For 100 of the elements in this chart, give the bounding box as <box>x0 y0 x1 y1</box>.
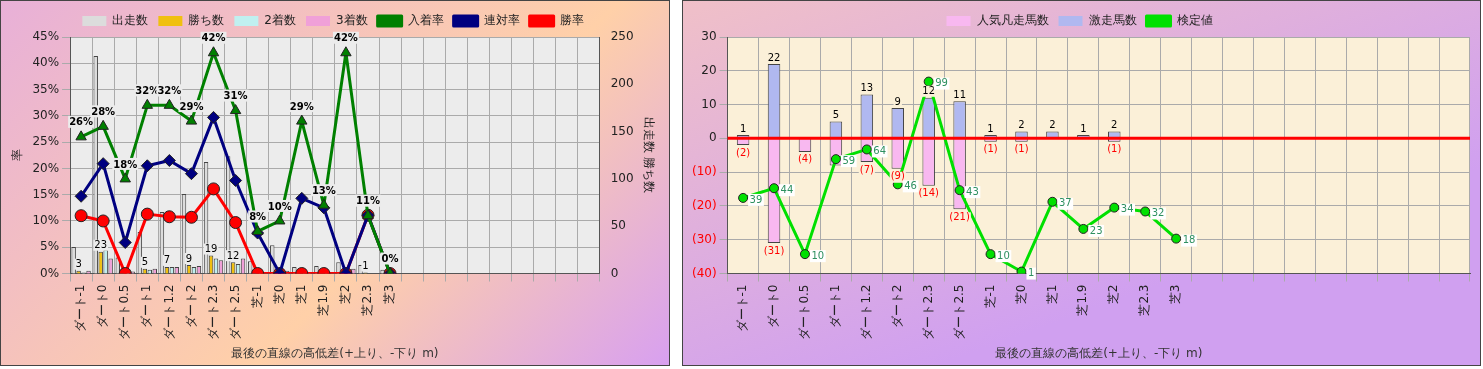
x-tick-label: 芝1 <box>293 284 308 305</box>
data-label: 0% <box>381 253 399 265</box>
data-label: 11 <box>953 88 966 100</box>
y-tick-label: 45% <box>32 29 60 44</box>
x-tick-label: ダート2.5 <box>227 284 242 340</box>
x-tick-label: ダート2 <box>889 284 904 329</box>
data-label: 5 <box>141 256 149 268</box>
x-tick-label: ダート2.3 <box>920 284 935 340</box>
data-label: 19 <box>204 243 218 255</box>
legend-label: 3着数 <box>336 13 368 28</box>
data-label: 44 <box>780 183 794 195</box>
data-label: 13% <box>311 184 336 196</box>
x-tick-label: 芝1.9 <box>315 284 330 316</box>
y-tick-label: 30 <box>701 29 717 44</box>
y2-tick-label: 200 <box>610 76 634 91</box>
data-label: 1 <box>362 260 369 272</box>
data-label: 23 <box>94 239 108 251</box>
data-label: 42% <box>201 32 226 44</box>
y-tick-label: (20) <box>691 198 717 213</box>
x-tick-label: ダート1.2 <box>858 284 873 340</box>
data-label: 22 <box>767 51 781 63</box>
data-label: 1 <box>1080 122 1087 134</box>
y2-tick-label: 250 <box>610 29 634 44</box>
data-label: 18% <box>113 158 138 170</box>
data-label: 28% <box>91 105 116 117</box>
x-tick-label: 芝1 <box>1044 284 1059 305</box>
data-label: (4) <box>797 153 813 165</box>
y-tick-label: (30) <box>691 231 717 246</box>
y2-axis-title: 出走数 勝ち数 <box>641 117 656 194</box>
data-label: (1) <box>1107 143 1122 155</box>
legend-label: 勝率 <box>559 13 584 28</box>
legend-label: 入着率 <box>407 13 444 28</box>
data-label: 5 <box>832 109 840 121</box>
x-tick-label: 芝-1 <box>249 284 264 309</box>
data-label: 12 <box>226 249 240 261</box>
data-label: (1) <box>1014 143 1029 155</box>
data-label: 23 <box>1089 224 1103 236</box>
y2-tick-label: 50 <box>610 218 626 233</box>
data-label: 39 <box>749 193 763 205</box>
x-tick-label: ダート0.5 <box>797 284 812 340</box>
data-label: 10% <box>267 200 292 212</box>
data-label: (21) <box>949 210 970 222</box>
data-label: 2 <box>1018 119 1025 131</box>
data-label: 18 <box>1182 234 1196 246</box>
data-label: 29% <box>289 100 314 112</box>
data-label: (31) <box>763 244 785 256</box>
data-label: (14) <box>918 187 940 199</box>
data-label: 34 <box>1120 203 1134 215</box>
y-axis-title: 率 <box>10 149 25 162</box>
y-tick-label: 35% <box>32 81 60 96</box>
legend-label: 激走馬数 <box>1088 13 1137 28</box>
x-tick-label: ダート-1 <box>735 284 750 333</box>
data-label: 13 <box>860 82 874 94</box>
x-tick-label: 芝3 <box>382 284 397 305</box>
data-label: (1) <box>983 143 998 155</box>
data-label: 59 <box>842 154 856 166</box>
legend-label: 出走数 <box>112 13 149 28</box>
legend-label: 勝ち数 <box>188 13 225 28</box>
x-tick-label: ダート-1 <box>73 284 88 333</box>
data-label: 32% <box>157 84 182 96</box>
data-label: 7 <box>163 254 171 266</box>
data-label: 1 <box>1027 267 1035 279</box>
data-label: 43 <box>966 185 979 197</box>
data-label: 42% <box>333 32 358 44</box>
data-label: 1 <box>987 122 994 134</box>
data-label: 10 <box>811 249 825 261</box>
data-label: 11% <box>356 195 380 207</box>
data-label: 10 <box>997 249 1010 261</box>
data-label: 26% <box>69 116 94 128</box>
data-label: 2 <box>1111 119 1118 131</box>
data-label: 12 <box>922 85 936 97</box>
x-axis-title: 最後の直線の高低差(+上り、-下り m) <box>995 345 1203 360</box>
data-label: 99 <box>935 77 948 89</box>
y-tick-label: 20 <box>701 62 717 77</box>
data-label: 29% <box>179 100 204 112</box>
x-tick-label: ダート2.3 <box>205 284 220 340</box>
x-tick-label: 芝2 <box>1106 284 1121 305</box>
legend-label: 検定値 <box>1176 13 1213 28</box>
data-label: (2) <box>736 146 751 158</box>
x-tick-label: ダート0.5 <box>117 284 132 340</box>
y-tick-label: 10% <box>32 213 60 228</box>
x-tick-label: 芝3 <box>1168 284 1183 305</box>
y-tick-label: 5% <box>40 239 60 254</box>
data-label: 32 <box>1151 207 1165 219</box>
x-axis-title: 最後の直線の高低差(+上り、-下り m) <box>231 345 439 360</box>
data-label: 1 <box>739 122 747 134</box>
data-label: (9) <box>890 170 905 182</box>
y-tick-label: (40) <box>691 265 717 280</box>
x-tick-label: ダート0 <box>95 284 110 329</box>
x-tick-label: ダート1.2 <box>161 284 176 340</box>
legend-label: 2着数 <box>264 13 297 28</box>
data-label: 37 <box>1058 197 1072 209</box>
x-tick-label: 芝0 <box>271 284 286 305</box>
y-tick-label: 0 <box>708 130 717 145</box>
x-tick-label: ダート0 <box>766 284 781 329</box>
x-tick-label: 芝2 <box>338 284 353 305</box>
y-tick-label: 40% <box>32 55 60 70</box>
data-label: 9 <box>894 95 901 107</box>
x-tick-label: 芝2.3 <box>360 284 375 316</box>
x-tick-label: 芝-1 <box>982 284 997 309</box>
